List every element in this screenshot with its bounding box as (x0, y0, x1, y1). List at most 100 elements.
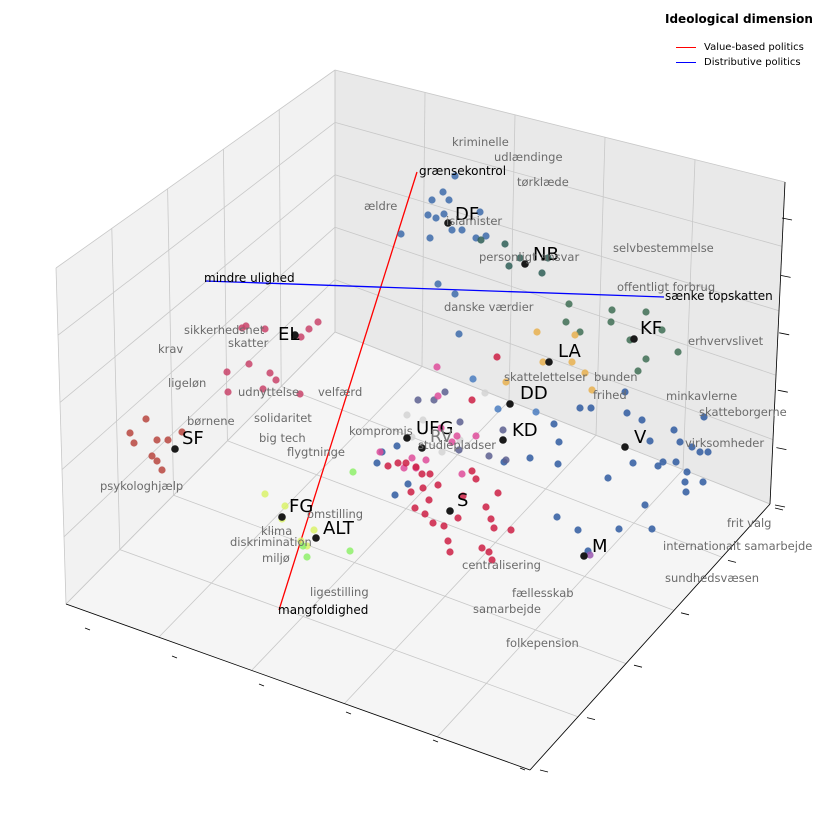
x-tick (84, 627, 91, 631)
data-point-sf (148, 452, 156, 460)
data-point-s (411, 504, 419, 512)
data-point-v (391, 491, 399, 499)
data-point-df (482, 232, 490, 240)
word-label: erhvervslivet (688, 334, 764, 348)
data-point-el (297, 333, 305, 341)
data-point-la (581, 369, 589, 377)
grid-line (436, 469, 684, 738)
grid-line (508, 114, 516, 401)
data-point-kf (562, 318, 570, 326)
data-point-df (434, 280, 442, 288)
data-point-nb (501, 240, 509, 248)
data-point-sf (178, 428, 186, 436)
data-point-rv (433, 363, 441, 371)
data-point-rv (437, 424, 445, 432)
data-point-nb (516, 254, 524, 262)
data-point-v (670, 426, 678, 434)
party-centroid-m (580, 552, 588, 560)
grid-line (63, 279, 336, 538)
party-label-df: DF (455, 204, 479, 225)
word-label: personligt ansvar (479, 250, 579, 264)
data-point-df (445, 196, 453, 204)
grid-line (59, 174, 336, 403)
data-point-s (418, 470, 426, 478)
word-label: virksomheder (685, 436, 764, 450)
data-point-v (648, 525, 656, 533)
y-tick (539, 769, 549, 773)
data-point-rv (453, 432, 461, 440)
x-tick (345, 711, 352, 715)
grid-line (334, 279, 774, 440)
data-point-sf (126, 429, 134, 437)
data-point-df (440, 210, 448, 218)
party-label-dd: DD (520, 383, 548, 404)
data-point-df (439, 188, 447, 196)
data-point-la (533, 328, 541, 336)
axis-endpoint-label: mangfoldighed (278, 603, 368, 617)
distributive-axis-line (204, 280, 665, 298)
word-label: selvbestemmelse (613, 241, 714, 255)
data-point-s (440, 522, 448, 530)
party-centroid-ufg (403, 434, 411, 442)
data-point-v (526, 454, 534, 462)
data-point-v (373, 459, 381, 467)
party-centroid-nb (521, 260, 529, 268)
data-point-rv (376, 448, 384, 456)
grid-line (421, 92, 426, 367)
data-point-nb (544, 254, 552, 262)
data-point-el (314, 318, 322, 326)
data-point-v (696, 448, 704, 456)
data-point-kf (565, 300, 573, 308)
data-point-v (681, 478, 689, 486)
data-point-kf (642, 355, 650, 363)
grid-line (251, 400, 510, 671)
data-point-kf (608, 306, 616, 314)
grid-line (65, 331, 336, 605)
data-point-v (646, 437, 654, 445)
data-point-ufg (438, 448, 446, 456)
word-label: studiepladser (418, 438, 496, 452)
data-point-s (493, 353, 501, 361)
data-point-v (688, 443, 696, 451)
grid-line (682, 159, 696, 470)
data-point-v (615, 525, 623, 533)
data-point-df (476, 208, 484, 216)
party-centroid-sf (171, 445, 179, 453)
data-point-s (487, 515, 495, 523)
data-point-s (446, 548, 454, 556)
data-point-rv (408, 454, 416, 462)
data-point-v (641, 501, 649, 509)
data-point-v (682, 488, 690, 496)
axis-endpoint-label: sænke topskatten (665, 289, 773, 303)
legend-swatch-blue (676, 62, 696, 63)
data-point-s (490, 524, 498, 532)
party-centroid-fg (278, 513, 286, 521)
party-label-m: M (592, 536, 608, 557)
data-point-el (272, 376, 280, 384)
party-label-sf: SF (182, 428, 204, 449)
data-point-v (550, 420, 558, 428)
party-centroid-kf (630, 335, 638, 343)
word-label: fællesskab (512, 586, 574, 600)
data-point-alt (303, 553, 311, 561)
party-centroid-el (291, 331, 299, 339)
data-point-s (407, 488, 415, 496)
legend-entry-value: Value-based politics (660, 40, 825, 55)
data-point-kd (485, 452, 493, 460)
word-label: islamister (446, 214, 502, 228)
x-tick (519, 767, 526, 771)
data-point-df (448, 226, 456, 234)
grid-line (334, 122, 783, 247)
data-point-sf (153, 436, 161, 444)
data-point-s (468, 467, 476, 475)
data-point-s (444, 537, 452, 545)
word-label: miljø (262, 551, 290, 565)
data-point-kf (674, 348, 682, 356)
party-label-nb: NB (533, 244, 559, 265)
data-point-s (468, 396, 476, 404)
data-point-rv (434, 392, 442, 400)
data-point-v (555, 438, 563, 446)
data-point-s (421, 510, 429, 518)
word-label: psykologhjælp (100, 479, 183, 493)
